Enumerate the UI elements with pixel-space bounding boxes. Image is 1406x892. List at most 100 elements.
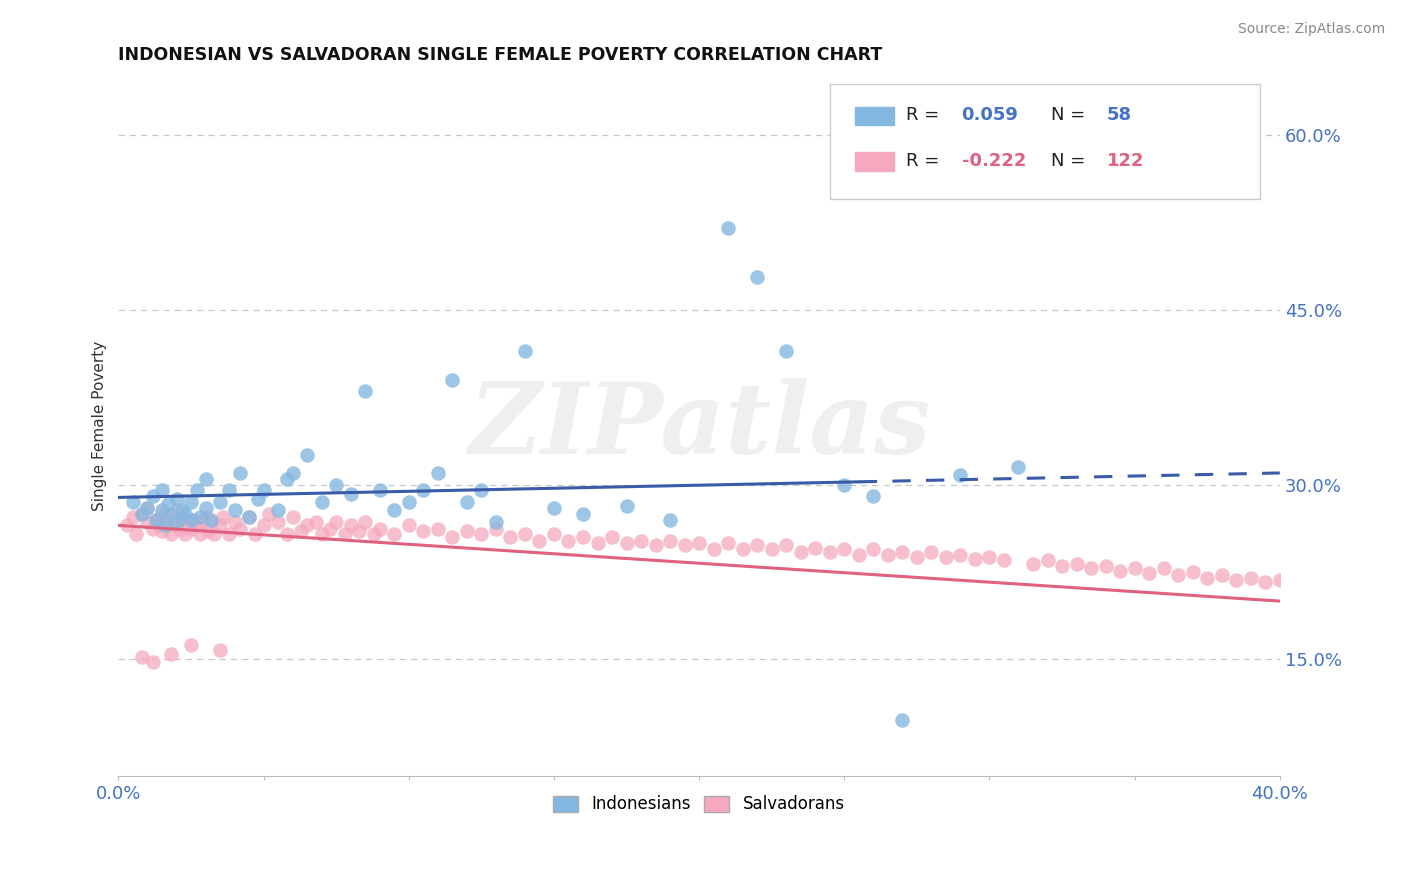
Point [153, 515, 176, 529]
Point [368, 483, 391, 498]
Point [339, 518, 361, 533]
Point [125, 526, 148, 541]
Point [246, 491, 269, 506]
Point [122, 495, 145, 509]
Point [572, 507, 595, 521]
Point [200, 515, 222, 529]
FancyBboxPatch shape [831, 84, 1260, 199]
Y-axis label: Single Female Poverty: Single Female Poverty [93, 342, 107, 511]
Point [354, 384, 377, 399]
Point [979, 549, 1001, 564]
Point [252, 483, 274, 498]
Point [180, 522, 202, 536]
Point [891, 545, 914, 559]
Point [166, 503, 188, 517]
Point [673, 538, 696, 552]
Point [1240, 571, 1263, 585]
Point [905, 549, 928, 564]
Point [832, 541, 855, 556]
Point [717, 536, 740, 550]
Point [572, 530, 595, 544]
Point [145, 512, 167, 526]
Point [949, 468, 972, 483]
Point [194, 510, 217, 524]
Point [1080, 561, 1102, 575]
Point [644, 538, 666, 552]
Point [295, 449, 318, 463]
Text: N =: N = [1052, 152, 1091, 169]
Point [398, 495, 420, 509]
Point [398, 518, 420, 533]
Point [209, 643, 232, 657]
Point [202, 526, 225, 541]
Point [131, 507, 153, 521]
Point [162, 518, 184, 533]
Point [186, 518, 208, 533]
Legend: Indonesians, Salvadorans: Indonesians, Salvadorans [547, 789, 852, 820]
Point [311, 526, 333, 541]
Point [142, 522, 165, 536]
Point [1007, 460, 1029, 475]
Point [1153, 561, 1175, 575]
Point [209, 518, 232, 533]
Point [382, 503, 405, 517]
Point [1094, 559, 1116, 574]
Text: R =: R = [905, 152, 945, 169]
Point [790, 545, 813, 559]
Point [485, 515, 508, 529]
Point [441, 530, 464, 544]
Point [616, 536, 638, 550]
Point [876, 548, 898, 562]
Point [325, 515, 347, 529]
Point [295, 518, 318, 533]
Point [131, 650, 153, 665]
Text: -0.222: -0.222 [962, 152, 1026, 169]
Text: 122: 122 [1107, 152, 1144, 169]
Point [183, 512, 205, 526]
Point [349, 524, 371, 539]
Point [180, 639, 202, 653]
Point [333, 526, 356, 541]
Point [659, 533, 682, 548]
Point [891, 713, 914, 727]
Point [586, 536, 609, 550]
Point [122, 510, 145, 524]
Point [169, 522, 191, 536]
Point [382, 526, 405, 541]
Point [1050, 559, 1073, 574]
Point [761, 541, 783, 556]
Point [325, 477, 347, 491]
Point [1137, 566, 1160, 581]
Point [1066, 557, 1088, 571]
Point [229, 466, 252, 480]
Point [920, 545, 942, 559]
Point [172, 503, 194, 517]
Point [935, 549, 957, 564]
Point [513, 343, 536, 358]
Point [1181, 565, 1204, 579]
Point [363, 526, 385, 541]
Point [166, 491, 188, 506]
Point [949, 548, 972, 562]
Point [470, 483, 492, 498]
Point [212, 510, 235, 524]
Point [305, 515, 328, 529]
Point [659, 512, 682, 526]
Point [150, 503, 173, 517]
Point [1109, 564, 1132, 578]
Point [1007, 172, 1029, 186]
Point [150, 524, 173, 539]
Point [159, 507, 181, 521]
Point [115, 518, 138, 533]
Point [229, 522, 252, 536]
Point [267, 503, 290, 517]
Point [290, 524, 312, 539]
Point [186, 483, 208, 498]
Point [557, 533, 579, 548]
Point [543, 526, 565, 541]
Point [276, 472, 298, 486]
Point [148, 518, 170, 533]
Text: ZIPatlas: ZIPatlas [468, 378, 931, 475]
FancyBboxPatch shape [855, 106, 894, 125]
FancyBboxPatch shape [855, 152, 894, 170]
